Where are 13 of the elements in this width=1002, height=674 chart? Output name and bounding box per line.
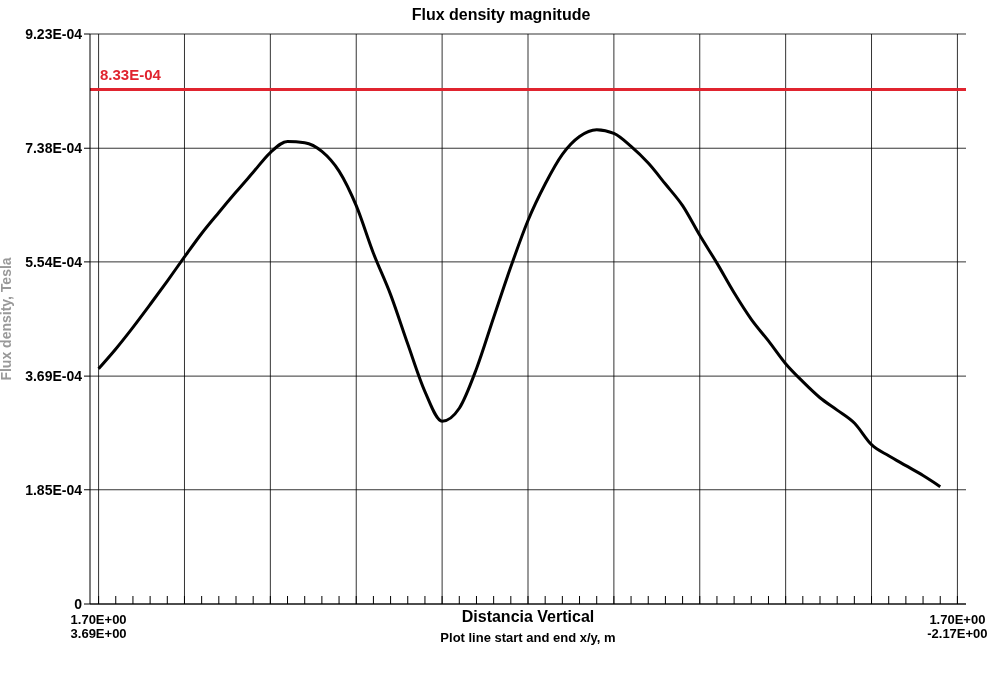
y-tick-label: 0 xyxy=(74,595,83,612)
ref-line-label: 8.33E-04 xyxy=(100,65,162,83)
y-axis-title: Flux density, Tesla xyxy=(0,257,14,381)
y-tick-label: 5.54E-04 xyxy=(25,253,83,270)
y-tick-label: 7.38E-04 xyxy=(25,140,83,157)
y-tick-label: 3.69E-04 xyxy=(25,368,83,385)
x-tick-label: 1.70E+00 -2.17E+00 xyxy=(927,612,988,641)
text: Plot line start and end x/y, m xyxy=(440,630,616,645)
y-tick-label: 9.23E-04 xyxy=(25,25,83,42)
chart-title: Flux density magnitude xyxy=(410,6,592,24)
x-tick-label: 1.70E+00 3.69E+00 xyxy=(70,612,127,641)
x-axis-title: Distancia Vertical xyxy=(461,608,595,625)
y-tick-label: 1.85E-04 xyxy=(25,481,83,498)
